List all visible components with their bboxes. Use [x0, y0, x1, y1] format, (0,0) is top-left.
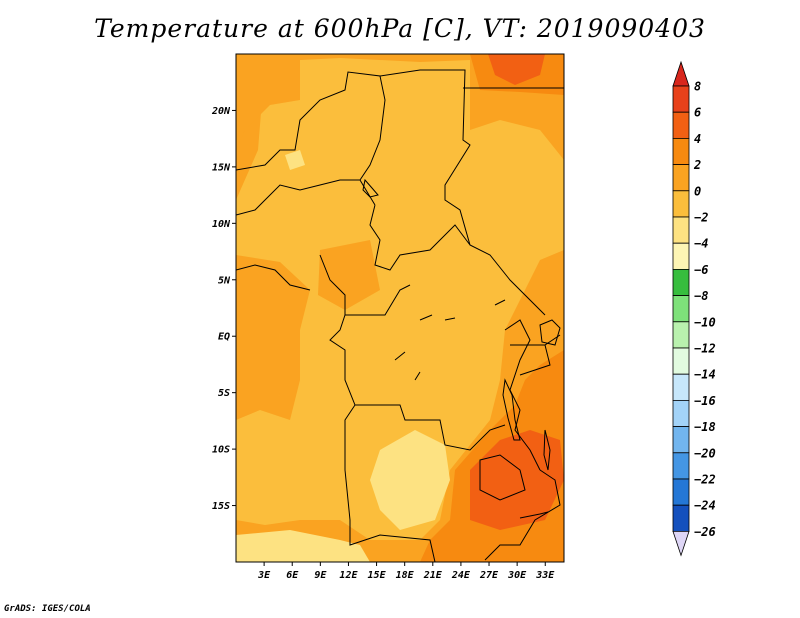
colorbar-label: −10 — [694, 315, 716, 329]
temperature-field — [236, 54, 564, 562]
colorbar-label: −16 — [694, 394, 716, 408]
grads-credit: GrADS: IGES/COLA — [4, 604, 91, 614]
colorbar-swatch — [672, 373, 690, 401]
lake-malawi — [543, 429, 551, 471]
colorbar-swatch — [672, 242, 690, 270]
field-6-to-8-se — [470, 430, 564, 530]
river-congo — [394, 299, 506, 381]
lat-tick-label: EQ — [218, 332, 230, 343]
colorbar-label: −6 — [694, 263, 708, 277]
field-2-to-4-patch-c — [318, 240, 380, 310]
lon-tick-label: 33E — [535, 570, 555, 581]
country-borders — [236, 69, 564, 562]
colorbar: 8 6 4 2 0 −2 −4 −6 −8 −10 −12 −14 −16 −18 −20 −22 −24 −26 — [672, 60, 716, 557]
lat-tick-label: 10S — [212, 445, 230, 456]
map-title: Temperature at 600hPa [C], VT: 201909040… — [94, 14, 706, 43]
colorbar-swatch — [672, 399, 690, 427]
lon-tick-label: 21E — [423, 570, 443, 581]
colorbar-label: 8 — [694, 80, 701, 94]
lon-tick-label: 12E — [339, 570, 358, 581]
colorbar-swatch — [672, 268, 690, 296]
lon-tick-label: 27E — [479, 570, 499, 581]
field-2-to-4-west — [236, 255, 310, 420]
colorbar-label: −14 — [694, 368, 716, 382]
colorbar-swatch — [672, 190, 690, 218]
colorbar-label: −18 — [694, 420, 716, 434]
lat-tick-label: 20N — [211, 106, 231, 117]
colorbar-label: 6 — [694, 106, 701, 120]
colorbar-bottom-arrow — [672, 531, 690, 557]
lat-tick-label: 15S — [212, 501, 230, 512]
lon-tick-label: 9E — [314, 570, 327, 581]
colorbar-swatch — [672, 452, 690, 480]
colorbar-swatch — [672, 216, 690, 244]
colorbar-swatch — [672, 347, 690, 375]
field-6-to-8-ne — [488, 54, 545, 85]
lat-tick-label: 5S — [218, 388, 230, 399]
colorbar-label: 4 — [694, 132, 701, 146]
colorbar-label: −8 — [694, 289, 708, 303]
colorbar-top-arrow — [672, 60, 690, 87]
lon-tick-label: 3E — [257, 570, 271, 581]
colorbar-swatch — [672, 321, 690, 349]
field-minus2-to-0-patch-n — [285, 150, 305, 170]
field-2-to-4-north — [236, 54, 300, 150]
lon-tick-label: 30E — [507, 570, 527, 581]
colorbar-swatch — [672, 478, 690, 506]
lake-tanganyika — [502, 378, 521, 441]
colorbar-label: −20 — [694, 446, 716, 460]
colorbar-swatch — [672, 295, 690, 323]
lake-kariba — [519, 511, 549, 519]
colorbar-swatch — [672, 85, 690, 113]
lake-victoria — [539, 319, 561, 346]
lat-tick-label: 5N — [218, 275, 231, 286]
lake-chad — [362, 178, 379, 198]
lon-tick-label: 24E — [451, 570, 471, 581]
colorbar-label: −2 — [694, 211, 708, 225]
field-minus2-to-0-angola — [370, 430, 450, 530]
colorbar-label: −4 — [694, 237, 708, 251]
field-minus2-to-0-south — [236, 530, 370, 562]
field-0-to-2 — [236, 58, 564, 540]
lat-tick-label: 15N — [212, 162, 231, 173]
colorbar-swatch — [672, 137, 690, 165]
colorbar-swatch — [672, 111, 690, 139]
lon-tick-label: 18E — [396, 570, 415, 581]
lon-tick-label: 6E — [286, 570, 299, 581]
colorbar-swatch — [672, 426, 690, 454]
latitude-axis: 20N 15N 10N 5N EQ 5S 10S 15S — [211, 106, 236, 512]
colorbar-label: −12 — [694, 342, 716, 356]
colorbar-label: −24 — [694, 499, 716, 513]
map-frame — [235, 53, 565, 563]
colorbar-swatch — [672, 164, 690, 192]
colorbar-label: 0 — [694, 184, 701, 198]
colorbar-label: −26 — [694, 525, 716, 539]
colorbar-swatch — [672, 504, 690, 532]
colorbar-label: −22 — [694, 473, 716, 487]
colorbar-label: 2 — [693, 158, 701, 172]
lon-tick-label: 15E — [368, 570, 387, 581]
lat-tick-label: 10N — [212, 219, 231, 230]
longitude-axis: 3E 6E 9E 12E 15E 18E 21E 24E 27E 30E 33E — [257, 562, 555, 581]
